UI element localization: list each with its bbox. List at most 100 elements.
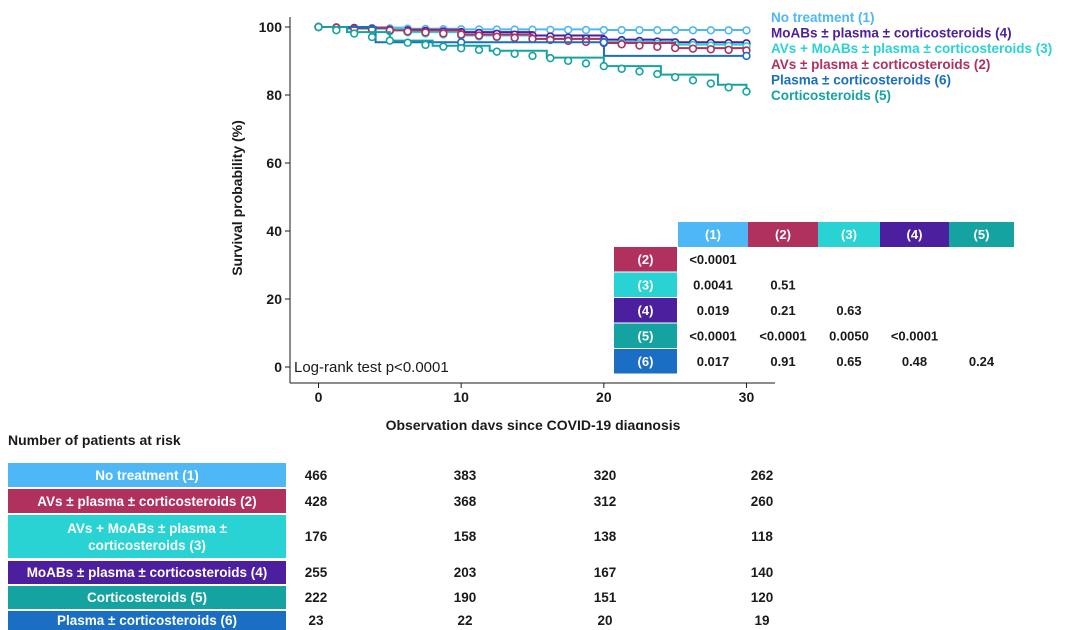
risk-value: 138 (593, 529, 617, 544)
censor-marker (581, 25, 591, 35)
survival-curve (314, 22, 751, 96)
censor-marker (439, 29, 448, 38)
risk-row-label: Corticosteroids (5) (8, 586, 286, 609)
risk-value: 158 (453, 529, 477, 544)
censor-marker (349, 29, 359, 38)
risk-table-row: No treatment (1) 466 383 320 262 (8, 463, 1008, 487)
risk-value: 466 (304, 467, 328, 483)
risk-table-title: Number of patients at risk (8, 432, 181, 448)
pvalue-row-header: (5) (638, 329, 654, 344)
censor-marker (546, 53, 555, 63)
x-axis-label: Observation days since COVID-19 diagnosi… (386, 417, 681, 430)
censor-marker (635, 25, 644, 35)
pvalue-cell: <0.0001 (891, 329, 938, 344)
censor-marker (546, 25, 555, 35)
censor-marker (724, 45, 733, 55)
pvalue-cell: 0.65 (836, 354, 861, 369)
censor-marker (510, 33, 519, 42)
y-tick-label: 100 (259, 19, 283, 35)
censor-marker (653, 42, 662, 52)
censor-marker (456, 30, 466, 39)
risk-value: 19 (754, 613, 770, 628)
legend-entry: No treatment (1) (771, 10, 875, 25)
censor-marker (688, 26, 698, 35)
risk-table-row: AVs + MoABs ± plasma ± corticosteroids (… (8, 515, 1008, 558)
pvalue-col-header: (1) (705, 227, 721, 242)
logrank-annotation: Log-rank test p<0.0001 (294, 359, 449, 376)
pvalue-row-header-bg (614, 272, 677, 297)
censor-marker (474, 31, 484, 40)
censor-marker (367, 32, 377, 42)
risk-row-label: Plasma ± corticosteroids (6) (8, 611, 286, 630)
censor-marker (474, 45, 484, 55)
censor-marker (563, 36, 573, 46)
pvalue-row-header-bg (614, 323, 677, 348)
censor-marker (617, 64, 626, 73)
censor-marker (617, 40, 626, 49)
censor-marker (670, 43, 680, 53)
censor-marker (599, 38, 609, 47)
km-chart: 0 20 40 60 80 100 0 10 20 30 No treatment (1)MoAB… (229, 10, 1052, 430)
censor-marker (635, 67, 644, 76)
censor-marker (492, 47, 502, 56)
censor-marker (563, 56, 573, 65)
risk-table-row: Corticosteroids (5) 222 190 151 120 (8, 586, 1008, 609)
risk-row-label: AVs + MoABs ± plasma ± corticosteroids (… (8, 515, 286, 558)
risk-value: 428 (304, 493, 328, 509)
risk-value: 120 (750, 590, 774, 605)
risk-value: 118 (751, 529, 773, 544)
censor-marker (385, 36, 395, 45)
censor-marker (653, 69, 662, 79)
pvalue-table: (1) (2) (3) (4) (5) (2) <0.0001 (3) 0.0041 0.51 (4… (614, 222, 1014, 374)
risk-row-label: No treatment (1) (8, 463, 286, 487)
risk-value: 151 (593, 590, 617, 605)
pvalue-cell: 0.51 (770, 278, 795, 293)
censor-marker (510, 49, 519, 58)
legend-entry: AVs ± plasma ± corticosteroids (2) (771, 57, 990, 72)
pvalue-col-header: (5) (974, 227, 990, 242)
pvalue-col-header-bg (880, 222, 949, 247)
pvalue-cell: 0.017 (697, 354, 730, 369)
censor-marker (599, 61, 609, 71)
chart-legend: No treatment (1)MoABs ± plasma ± cortico… (771, 10, 1052, 103)
pvalue-row-header-bg (614, 349, 677, 374)
censor-marker (581, 59, 591, 68)
pvalue-cell: 0.0050 (829, 329, 869, 344)
legend-entry: MoABs ± plasma ± corticosteroids (4) (771, 26, 1012, 41)
risk-value: 260 (750, 493, 774, 509)
pvalue-cell: 0.0041 (693, 278, 733, 293)
risk-table-row: AVs ± plasma ± corticosteroids (2) 428 368… (8, 489, 1008, 513)
pvalue-cell: 0.24 (969, 354, 995, 369)
pvalue-col-header: (2) (775, 227, 791, 242)
censor-marker (653, 25, 662, 35)
risk-value: 176 (304, 529, 328, 544)
censor-marker (670, 26, 680, 35)
pvalue-row-header: (6) (638, 354, 654, 369)
censor-marker (403, 27, 412, 36)
risk-value: 320 (593, 467, 617, 483)
risk-value: 203 (453, 565, 477, 580)
pvalue-cell: 0.91 (770, 354, 795, 369)
pvalue-col-header-bg (949, 222, 1014, 247)
pvalue-col-header-bg (678, 222, 748, 247)
x-tick-label: 30 (739, 389, 755, 405)
censor-marker (706, 45, 716, 54)
pvalue-col-header: (4) (907, 227, 923, 242)
pvalue-row-header-bg (614, 298, 677, 323)
censor-marker (421, 40, 430, 50)
curve-line (318, 26, 748, 92)
risk-table-row: Plasma ± corticosteroids (6) 23 22 20 19 (8, 611, 1008, 630)
pvalue-cell: <0.0001 (759, 329, 806, 344)
x-tick-label: 20 (596, 389, 612, 405)
x-tick-label: 0 (315, 389, 323, 405)
censor-marker (724, 83, 733, 92)
pvalue-col-header-bg (818, 222, 880, 247)
censor-marker (742, 87, 751, 96)
risk-value: 368 (453, 493, 477, 509)
risk-value: 262 (750, 467, 774, 483)
chart-axes: 0 20 40 60 80 100 0 10 20 30 (259, 17, 775, 405)
pvalue-col-header-bg (748, 222, 818, 247)
risk-value: 255 (304, 565, 328, 580)
y-tick-label: 40 (266, 223, 282, 239)
y-axis-label: Survival probability (%) (229, 120, 245, 276)
